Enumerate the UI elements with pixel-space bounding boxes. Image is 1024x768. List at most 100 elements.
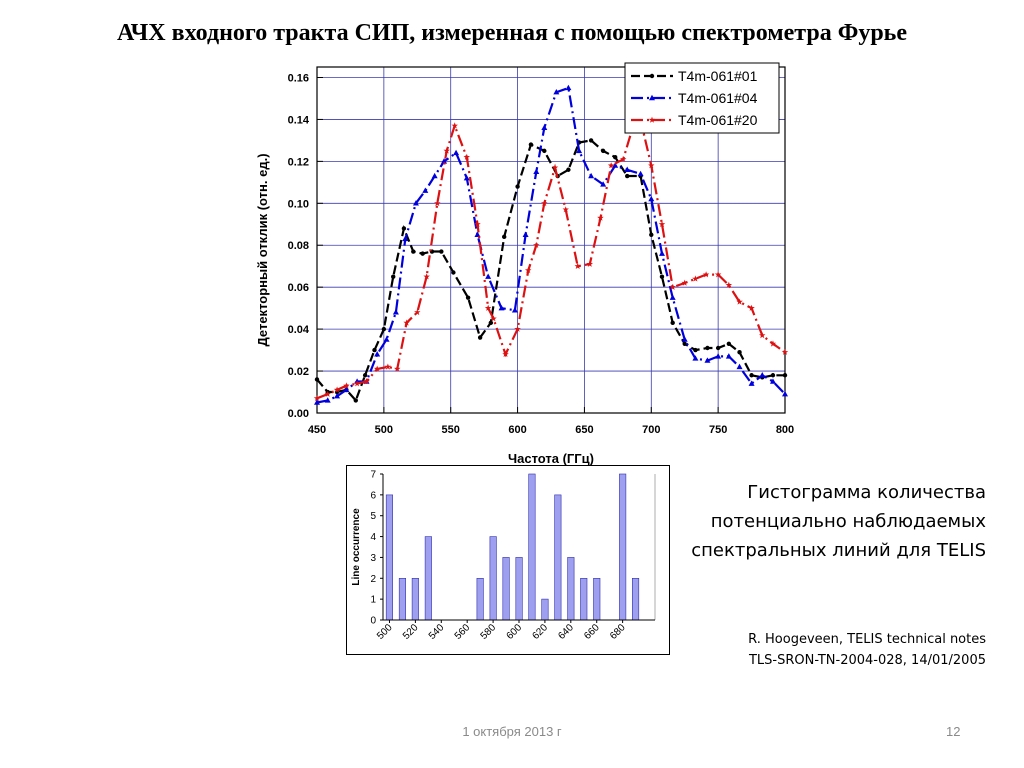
data-point	[649, 232, 654, 237]
data-point	[607, 162, 615, 169]
data-point	[658, 250, 665, 256]
data-point	[669, 294, 676, 300]
histogram-bar	[411, 578, 419, 621]
data-point	[759, 372, 766, 378]
data-point	[681, 336, 688, 342]
data-point	[313, 394, 321, 402]
data-point	[514, 325, 521, 332]
data-point	[324, 397, 331, 403]
data-point	[463, 174, 470, 181]
data-point	[522, 231, 529, 237]
data-point	[648, 195, 655, 202]
histogram-bar	[398, 578, 407, 621]
histogram-y-tick-label: 0	[370, 616, 376, 627]
data-point	[334, 393, 341, 399]
data-point	[474, 231, 481, 237]
data-point	[439, 249, 444, 254]
data-point	[411, 249, 416, 254]
data-point	[383, 336, 390, 342]
data-point	[692, 355, 699, 361]
data-point	[705, 345, 710, 351]
y-axis-label: Детекторный отклик (отн. ед.)	[255, 153, 270, 346]
data-point	[373, 365, 381, 372]
data-point	[648, 162, 655, 169]
data-point	[333, 386, 341, 393]
chart-legend: T4m-061#01 T4m-061#04 T4m-061#20	[624, 62, 780, 134]
data-point	[600, 181, 607, 187]
y-tick-label: 0.14	[288, 114, 310, 126]
data-point	[588, 138, 594, 143]
histogram-y-tick-label: 2	[370, 574, 376, 585]
data-point	[649, 73, 655, 79]
data-point	[533, 168, 540, 175]
y-tick-label: 0.04	[288, 324, 310, 336]
data-point	[515, 184, 520, 189]
data-point	[453, 149, 460, 156]
data-point	[314, 377, 320, 382]
footer-date: 1 октября 2013 г	[462, 724, 562, 739]
y-tick-label: 0.16	[288, 72, 309, 84]
data-point	[434, 199, 441, 207]
data-point	[637, 170, 644, 177]
histogram-bar	[567, 557, 575, 621]
data-point	[414, 308, 421, 316]
data-point	[769, 340, 777, 347]
reference-line: TLS-SRON-TN-2004-028, 14/01/2005	[748, 653, 986, 668]
data-point	[485, 273, 492, 279]
data-point	[624, 166, 631, 172]
data-point	[715, 353, 722, 359]
data-point	[553, 88, 560, 95]
data-point	[402, 235, 409, 242]
series-line	[316, 122, 786, 400]
data-point	[451, 122, 458, 129]
data-point	[770, 373, 776, 378]
histogram-y-tick-label: 1	[370, 595, 376, 606]
data-point	[566, 167, 571, 172]
y-tick-label: 0.10	[288, 198, 309, 210]
histogram-y-tick-label: 4	[370, 532, 376, 543]
data-point	[769, 378, 776, 384]
histogram-y-axis-label: Line occurrence	[351, 508, 362, 586]
data-point	[625, 173, 630, 179]
data-point	[477, 335, 483, 340]
data-point	[451, 270, 456, 275]
histogram-bar	[554, 494, 562, 621]
x-tick-label: 550	[442, 424, 460, 436]
data-point	[782, 390, 788, 397]
page-number: 12	[946, 724, 961, 739]
data-point	[363, 378, 370, 385]
plot-frame	[316, 66, 786, 414]
data-point	[374, 351, 381, 357]
x-axis-label: Частота (ГГц)	[508, 451, 594, 466]
data-point	[600, 148, 606, 154]
data-point	[692, 275, 699, 282]
data-point	[693, 347, 698, 353]
data-point	[649, 94, 655, 101]
data-point	[725, 281, 733, 288]
data-point	[759, 332, 766, 339]
data-point	[314, 399, 320, 405]
data-point	[574, 262, 581, 269]
reference-line: R. Hoogeveen, TELIS technical notes	[748, 632, 986, 647]
x-tick-label: 750	[709, 424, 727, 436]
data-point	[670, 320, 675, 326]
data-point	[394, 365, 401, 372]
data-point	[781, 348, 789, 355]
data-point	[620, 155, 627, 162]
data-point	[533, 241, 540, 248]
data-point	[658, 220, 666, 227]
data-point	[343, 382, 350, 389]
data-point	[443, 147, 450, 154]
data-point	[372, 347, 377, 353]
data-point	[648, 116, 656, 123]
slide-title: АЧХ входного тракта СИП, измеренная с по…	[116, 20, 908, 46]
data-point	[431, 172, 438, 179]
histogram-bar	[580, 578, 588, 621]
y-tick-label: 0.00	[288, 408, 309, 420]
data-point	[498, 304, 505, 311]
data-point	[502, 350, 509, 357]
data-point	[412, 200, 419, 206]
frequency-response-chart: 450 500 550 600 650 700 750 800 0.00 0.02 0.04 0.06…	[255, 62, 794, 466]
data-point	[612, 162, 619, 168]
data-point	[403, 319, 410, 326]
